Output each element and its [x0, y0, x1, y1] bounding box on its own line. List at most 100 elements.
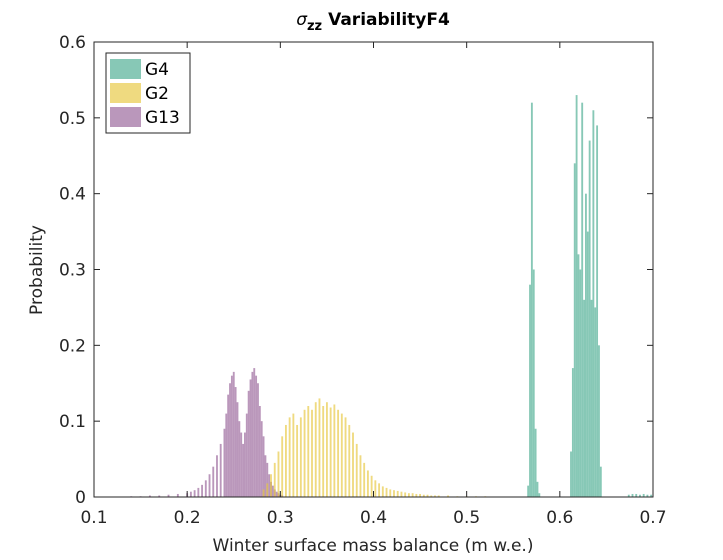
bar-g2 — [363, 462, 366, 498]
bar-g2 — [307, 406, 310, 497]
bar-g13 — [249, 379, 252, 497]
bar-g2 — [266, 483, 269, 497]
bar-g13 — [258, 406, 261, 497]
legend-swatch-g4 — [110, 59, 141, 79]
bar-g2 — [333, 404, 336, 497]
bar-g2 — [393, 490, 395, 497]
bar-g13 — [268, 474, 271, 497]
bar-g2 — [281, 436, 284, 497]
bar-g13 — [232, 371, 235, 498]
bar-g4 — [579, 269, 582, 497]
bar-g4 — [529, 284, 531, 497]
bar-g4 — [592, 110, 595, 497]
bar-g2 — [437, 495, 440, 497]
bar-g2 — [303, 409, 306, 497]
bar-g2 — [366, 470, 369, 497]
bar-g2 — [378, 483, 381, 497]
x-tick-label: 0.2 — [174, 508, 201, 528]
bar-g2 — [359, 455, 362, 497]
bar-g4 — [573, 163, 576, 497]
bar-g2 — [325, 402, 328, 497]
bar-g13 — [189, 491, 192, 497]
legend-swatch-g13 — [110, 107, 141, 127]
y-tick-label: 0.3 — [59, 261, 86, 281]
bar-g4 — [642, 493, 645, 497]
bar-g2 — [329, 407, 332, 497]
axes-layer: 0.1 0.2 0.3 0.4 0.5 0.6 0.700.10.20.30.40.50.6 — [59, 33, 667, 528]
bar-g2 — [348, 424, 351, 497]
bar-g2 — [400, 491, 403, 497]
bar-g13 — [271, 485, 274, 498]
x-tick-label: 0.3 — [267, 508, 294, 528]
bar-g2 — [447, 495, 449, 497]
y-tick-label: 0.6 — [59, 33, 86, 53]
bar-g4 — [631, 493, 634, 497]
bar-g4 — [575, 95, 578, 497]
y-axis-label: Probability — [27, 225, 47, 315]
bar-g4 — [570, 451, 572, 497]
bar-g4 — [598, 345, 600, 497]
bar-g13 — [245, 413, 248, 497]
bar-g13 — [266, 462, 269, 498]
x-tick-label: 0.1 — [80, 508, 107, 528]
bar-g2 — [426, 494, 429, 497]
bar-g13 — [253, 368, 256, 497]
title-subscript: zz — [307, 19, 322, 34]
bar-g4 — [594, 307, 597, 497]
legend-label-g4: G4 — [145, 60, 169, 80]
x-tick-label: 0.6 — [546, 508, 573, 528]
bar-g13 — [227, 394, 230, 498]
y-tick-label: 0 — [75, 488, 86, 508]
bar-g13 — [204, 480, 207, 497]
bar-g13 — [234, 387, 237, 497]
bar-g4 — [532, 269, 535, 497]
bar-g2 — [296, 424, 299, 497]
series-g13 — [130, 368, 284, 498]
bar-g4 — [536, 481, 539, 497]
bar-g2 — [344, 417, 347, 498]
bar-g4 — [581, 102, 584, 498]
bar-g2 — [284, 424, 287, 497]
bar-g2 — [370, 475, 373, 497]
bar-g4 — [534, 428, 537, 497]
y-tick-label: 0.5 — [59, 109, 86, 129]
bar-g2 — [262, 489, 265, 497]
legend: G4 G2 G13 — [105, 52, 191, 134]
bar-g2 — [292, 413, 295, 497]
bar-g13 — [225, 413, 228, 497]
bar-g2 — [355, 443, 358, 497]
bar-g2 — [430, 495, 433, 497]
bar-g13 — [262, 436, 265, 497]
y-tick-label: 0.1 — [59, 412, 86, 432]
bar-g13 — [208, 474, 211, 497]
bar-g13 — [247, 390, 250, 497]
bar-g2 — [337, 409, 340, 497]
bar-g2 — [404, 492, 407, 497]
bar-g2 — [381, 486, 384, 497]
bar-g13 — [236, 402, 239, 497]
bar-g2 — [270, 474, 272, 497]
bar-g13 — [148, 495, 151, 497]
bar-g13 — [193, 490, 196, 497]
series-g2 — [262, 398, 487, 498]
bar-g13 — [212, 466, 215, 497]
bar-g13 — [158, 495, 161, 497]
bar-g2 — [322, 406, 325, 497]
bar-g2 — [389, 489, 392, 497]
bar-g13 — [255, 375, 258, 497]
bar-g4 — [588, 140, 591, 497]
bar-g4 — [577, 254, 580, 497]
bar-g4 — [650, 494, 653, 497]
bar-g13 — [201, 484, 203, 497]
bar-g2 — [277, 451, 280, 497]
series-g4 — [527, 95, 653, 498]
bar-g13 — [264, 455, 267, 497]
bar-g13 — [216, 455, 218, 497]
bar-g4 — [599, 466, 602, 497]
bar-g4 — [527, 485, 530, 498]
bar-g2 — [419, 493, 422, 497]
bar-g4 — [646, 494, 649, 497]
bar-g4 — [639, 494, 641, 497]
bar-g4 — [586, 231, 589, 497]
